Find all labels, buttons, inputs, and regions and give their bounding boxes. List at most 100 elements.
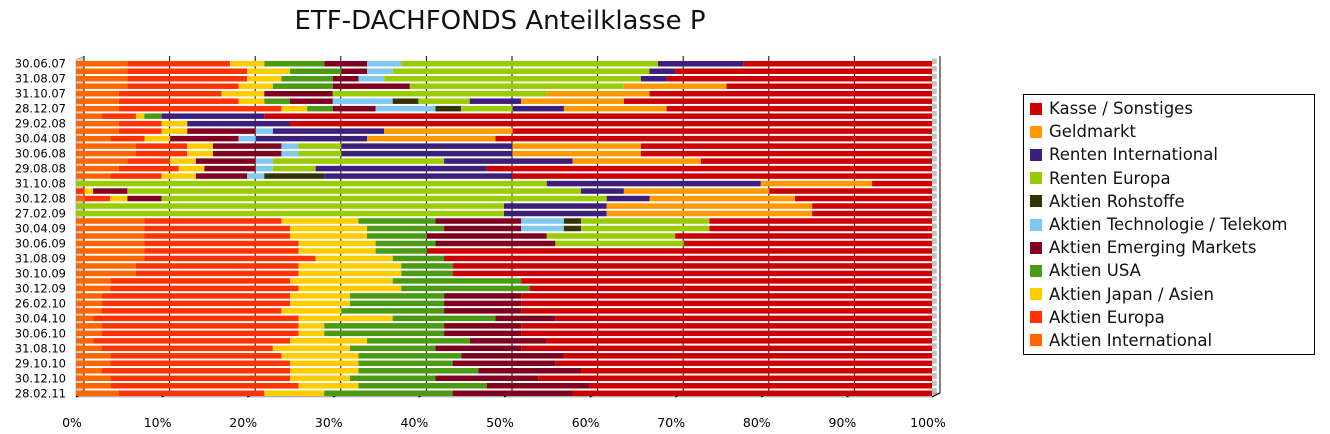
bar-segment <box>272 158 445 164</box>
bar-segment <box>658 61 744 67</box>
bar-end-face <box>932 388 937 394</box>
bar-segment <box>392 68 650 74</box>
bar-segment <box>272 345 350 352</box>
bar-end-face <box>932 126 937 132</box>
bar-segment <box>76 225 145 232</box>
bar-segment <box>640 143 932 149</box>
bar-segment <box>640 75 667 82</box>
legend-item: Aktien Technologie / Telekom <box>1030 213 1314 236</box>
bar-end-face <box>932 223 937 229</box>
bar-segment <box>76 368 102 374</box>
bar-segment <box>769 188 932 194</box>
bar-end-face <box>932 133 937 139</box>
legend-swatch <box>1030 218 1042 231</box>
bar-segment <box>452 270 932 277</box>
bar-segment <box>341 143 513 149</box>
legend-label: Aktien Europa <box>1049 307 1165 327</box>
bar-segment <box>238 98 265 104</box>
bar-end-face <box>932 81 937 87</box>
bar-segment <box>290 360 359 367</box>
bar-segment <box>118 128 162 134</box>
bar-segment <box>195 173 248 179</box>
bar-end-face <box>932 320 937 327</box>
bar-segment <box>76 293 102 299</box>
bar-segment <box>452 390 573 396</box>
bar-segment <box>563 353 932 359</box>
legend-item: Geldmarkt <box>1030 120 1314 143</box>
bar-segment <box>623 188 770 194</box>
bar-segment <box>76 315 94 322</box>
bar-segment <box>144 248 299 254</box>
bar-segment <box>401 270 453 277</box>
bar-segment <box>264 113 932 119</box>
bar-segment <box>290 233 368 239</box>
bar-segment <box>135 270 299 277</box>
bar-segment <box>127 83 239 89</box>
bar-segment <box>521 308 932 314</box>
bar-segment <box>349 345 436 352</box>
bar-segment <box>444 255 932 262</box>
bar-end-face <box>932 253 937 259</box>
bar-segment <box>504 210 607 217</box>
bar-end-face <box>932 373 937 379</box>
bar-segment <box>127 61 231 67</box>
bar-segment <box>101 323 299 329</box>
bar-segment <box>298 330 325 337</box>
bar-segment <box>101 300 291 307</box>
bar-segment <box>118 120 162 127</box>
bar-segment <box>589 383 932 389</box>
bar-segment <box>161 113 265 119</box>
bar-segment <box>563 225 582 232</box>
bar-segment <box>581 218 710 224</box>
bar-segment <box>264 61 325 67</box>
bar-segment <box>76 278 111 284</box>
legend-swatch <box>1030 334 1042 347</box>
bar-segment <box>298 323 325 329</box>
y-tick-label: 31.10.07 <box>15 87 66 101</box>
bar-segment <box>426 248 932 254</box>
bar-segment <box>546 180 761 187</box>
bar-segment <box>76 353 111 359</box>
bar-segment <box>272 83 333 89</box>
bar-segment <box>76 255 145 262</box>
y-tick-label: 30.06.08 <box>15 147 66 161</box>
bar-segment <box>127 75 248 82</box>
bar-segment <box>392 255 445 262</box>
bar-segment <box>76 90 119 97</box>
bar-segment <box>649 195 796 202</box>
bar-end-face <box>932 238 937 244</box>
bar-segment <box>76 98 119 104</box>
legend-label: Aktien Technologie / Telekom <box>1049 215 1288 235</box>
bar-segment <box>384 75 641 82</box>
legend-label: Geldmarkt <box>1049 122 1136 142</box>
bar-segment <box>384 128 513 134</box>
bar-segment <box>76 338 94 344</box>
bar-segment <box>435 375 539 382</box>
bar-end-face <box>932 185 937 192</box>
bar-segment <box>546 90 650 97</box>
bar-segment <box>298 263 402 269</box>
bar-segment <box>101 330 299 337</box>
bar-segment <box>512 128 932 134</box>
x-tick-label: 0% <box>62 415 82 430</box>
x-axis-labels: 0% 10% 20% 30% 40% 50% 60% 70% 80% 90% 100% <box>62 415 946 430</box>
legend-label: Aktien USA <box>1049 261 1141 281</box>
bar-segment <box>76 195 85 202</box>
bar-segment <box>170 135 239 142</box>
bar-segment <box>555 360 932 367</box>
bar-segment <box>367 68 393 74</box>
bar-segment <box>444 225 522 232</box>
bar-segment <box>84 188 94 194</box>
bar-segment <box>76 83 128 89</box>
bar-segment <box>238 83 273 89</box>
bar-segment <box>76 210 504 217</box>
legend-label: Aktien International <box>1049 330 1213 350</box>
x-tick-label: 20% <box>229 415 257 430</box>
bar-segment <box>76 150 136 157</box>
bar-segment <box>444 293 522 299</box>
y-tick-label: 30.10.09 <box>15 266 66 280</box>
y-tick-label: 31.08.10 <box>15 341 66 355</box>
bar-segment <box>144 225 290 232</box>
legend-label: Kasse / Sonstiges <box>1049 99 1193 119</box>
bar-end-face <box>932 170 937 177</box>
